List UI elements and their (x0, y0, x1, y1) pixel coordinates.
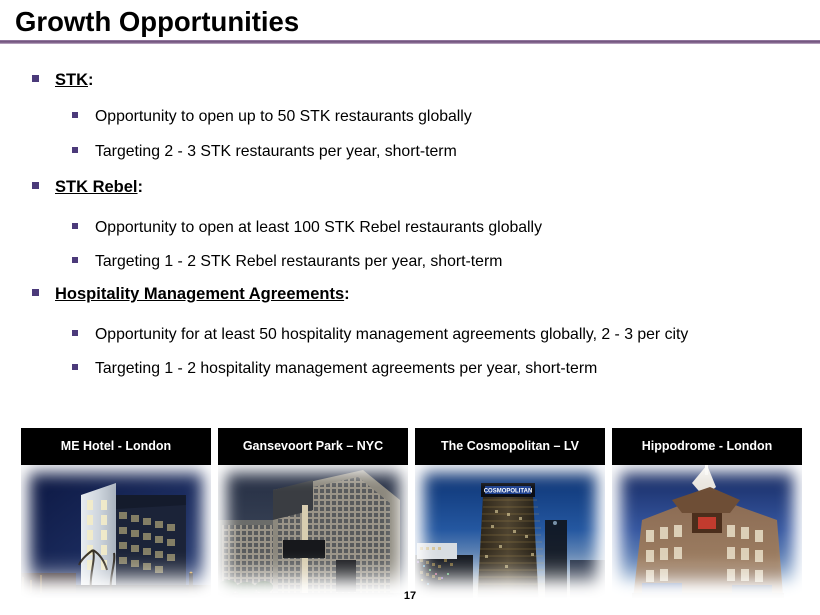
svg-text:COSMOPOLITAN: COSMOPOLITAN (484, 489, 533, 495)
